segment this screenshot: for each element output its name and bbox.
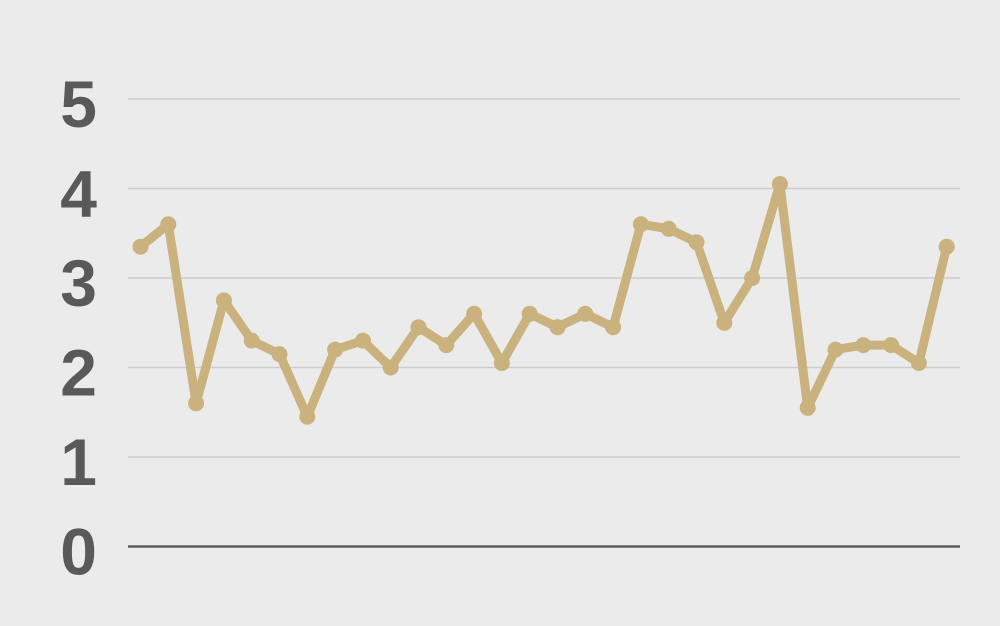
data-point <box>188 395 205 412</box>
data-point <box>327 341 344 358</box>
y-tick-label: 4 <box>60 157 97 231</box>
gridlines-group <box>128 98 960 548</box>
data-point <box>883 337 900 354</box>
data-point <box>466 305 483 322</box>
data-point <box>132 238 149 255</box>
data-point <box>577 305 594 322</box>
data-point <box>799 399 816 416</box>
data-point <box>605 319 622 336</box>
data-point <box>688 234 705 251</box>
y-tick-label: 2 <box>60 336 97 410</box>
data-point <box>716 314 733 331</box>
data-point <box>632 216 649 233</box>
data-point <box>354 332 371 349</box>
y-tick-label: 0 <box>60 515 97 589</box>
data-series-group <box>132 176 955 425</box>
data-point <box>827 341 844 358</box>
data-point <box>521 305 538 322</box>
data-line <box>136 179 952 422</box>
data-point <box>855 337 872 354</box>
data-point <box>299 408 316 425</box>
data-point <box>744 270 761 286</box>
data-point <box>382 359 399 376</box>
data-point <box>410 319 427 336</box>
y-tick-label: 3 <box>60 246 97 320</box>
data-point <box>660 220 677 237</box>
data-point <box>438 337 455 354</box>
y-tick-label: 1 <box>60 425 97 499</box>
data-point <box>938 238 955 255</box>
data-point <box>243 332 260 349</box>
data-point <box>910 355 927 371</box>
data-point <box>771 176 788 192</box>
data-point <box>160 216 177 233</box>
data-point <box>271 346 288 363</box>
y-tick-label: 5 <box>60 67 97 141</box>
data-point <box>493 355 510 371</box>
y-axis-labels-group: 0 1 2 3 4 5 <box>60 67 97 589</box>
data-point <box>215 292 232 309</box>
data-point <box>549 319 566 336</box>
